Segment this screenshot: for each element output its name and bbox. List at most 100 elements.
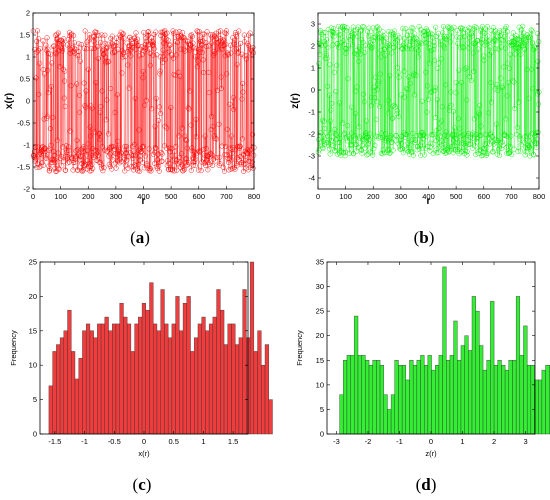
data-point <box>154 165 160 171</box>
data-point <box>192 54 198 60</box>
data-point <box>432 114 438 120</box>
data-point <box>110 144 116 150</box>
data-point <box>179 35 185 41</box>
data-point <box>502 45 508 51</box>
y-tick-label: 15 <box>29 326 37 335</box>
data-point <box>175 34 181 40</box>
data-point <box>71 33 77 39</box>
data-point <box>362 42 368 48</box>
histogram-bar <box>343 360 348 435</box>
data-point <box>346 150 353 156</box>
data-point <box>67 33 73 39</box>
data-point <box>186 41 192 47</box>
data-point <box>234 61 240 67</box>
data-point <box>338 32 344 38</box>
histogram-bar <box>112 323 117 435</box>
data-point <box>338 149 344 155</box>
data-point <box>197 49 203 55</box>
data-point <box>504 133 510 139</box>
data-point <box>435 30 441 36</box>
data-point <box>452 125 458 131</box>
data-point <box>376 35 382 41</box>
data-point <box>376 79 382 85</box>
data-point <box>69 45 75 51</box>
histogram-bar <box>242 289 247 435</box>
data-point <box>365 142 371 148</box>
x-tick-label: -2 <box>365 437 372 446</box>
data-point <box>221 42 227 48</box>
data-point <box>118 34 124 40</box>
y-tick-label: -0.5 <box>17 119 30 128</box>
data-point <box>50 43 56 49</box>
data-point <box>134 41 140 47</box>
data-point <box>207 150 213 156</box>
data-point <box>407 80 413 86</box>
histogram-bar <box>130 351 135 435</box>
data-point <box>128 37 134 43</box>
data-point <box>391 102 397 108</box>
data-point <box>218 37 224 44</box>
data-point <box>178 46 184 52</box>
data-point <box>374 25 380 31</box>
data-point <box>333 89 339 95</box>
data-point <box>403 26 409 32</box>
histogram-bar <box>449 355 454 435</box>
data-point <box>396 114 402 120</box>
data-point <box>327 151 333 157</box>
data-point <box>86 37 92 43</box>
histogram-bar <box>138 316 143 435</box>
data-point <box>527 153 533 159</box>
data-point <box>56 47 62 53</box>
data-point <box>337 140 343 146</box>
chart-c: -1.5 -1 -0.5 0 0.5 1 1.5 0 5 10 15 20 25 x(r) Frequenc… <box>9 258 273 494</box>
data-point <box>417 133 423 139</box>
histogram-bar <box>164 323 169 435</box>
data-point <box>45 46 51 52</box>
data-point <box>198 148 204 154</box>
data-point <box>76 49 82 55</box>
y-tick-label: -2 <box>308 130 315 139</box>
histogram-bar <box>479 345 484 435</box>
data-point <box>469 30 475 36</box>
data-point <box>455 139 461 145</box>
data-point <box>121 49 127 55</box>
data-point <box>508 133 514 139</box>
data-point <box>461 45 467 51</box>
x-tick-label: 2 <box>492 437 496 446</box>
data-point <box>177 159 183 165</box>
histogram-bar <box>119 303 124 435</box>
data-point <box>497 28 503 34</box>
data-point <box>499 139 505 145</box>
data-point <box>31 152 37 158</box>
data-point <box>71 40 77 46</box>
data-point <box>142 45 148 51</box>
data-point <box>60 144 66 150</box>
data-point <box>174 40 181 46</box>
data-point <box>148 165 154 172</box>
y-tick-label: -1 <box>23 141 30 150</box>
data-point <box>382 46 388 52</box>
data-point <box>424 83 430 89</box>
data-point <box>535 59 541 65</box>
data-point <box>163 31 169 37</box>
data-point <box>496 152 503 158</box>
data-point <box>218 28 224 34</box>
data-point <box>495 87 501 93</box>
y-tick-label: -1.5 <box>17 163 30 172</box>
data-point <box>216 121 222 127</box>
data-point <box>199 159 205 165</box>
histogram-bar <box>186 296 191 435</box>
histogram-bar <box>71 351 76 435</box>
data-point <box>103 117 109 123</box>
data-point <box>339 148 345 154</box>
data-point <box>330 25 336 31</box>
data-point <box>85 147 91 153</box>
data-point <box>77 58 83 64</box>
data-point <box>181 165 187 171</box>
histogram-bar <box>238 337 243 435</box>
x-tick-label: 200 <box>367 192 380 201</box>
histogram-bar <box>401 365 407 435</box>
data-point <box>427 140 433 146</box>
data-point <box>229 157 235 163</box>
data-point <box>450 108 456 114</box>
